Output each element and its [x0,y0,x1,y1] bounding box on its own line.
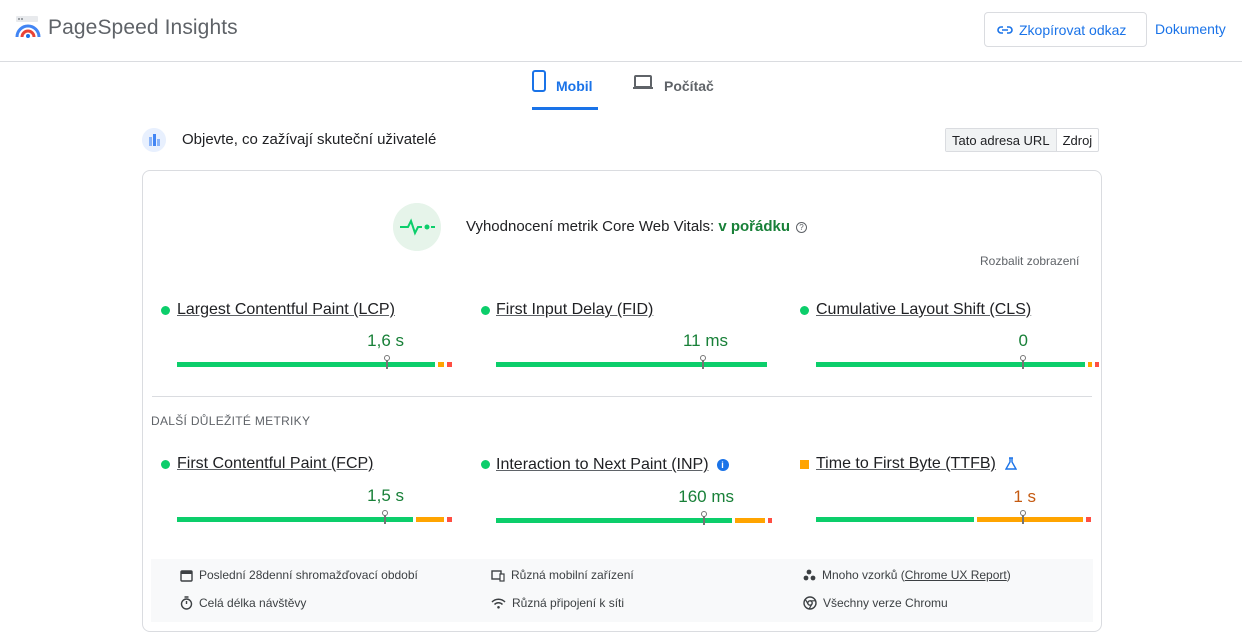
samples-suffix: ) [1006,568,1011,582]
cwv-assessment: Vyhodnocení metrik Core Web Vitals: v po… [466,218,808,235]
samples-text: Mnoho vzorků (Chrome UX Report) [822,568,1011,582]
poor-segment [768,518,773,523]
status-dot [481,460,490,469]
devices-text: Různá mobilní zařízení [511,568,634,582]
good-segment [496,518,733,523]
copy-link-label: Zkopírovat odkaz [1019,21,1127,38]
p75-marker [1020,510,1027,524]
average-segment [438,362,444,367]
average-segment [735,518,766,523]
metric-ttfb-label[interactable]: Time to First Byte (TTFB) [816,455,996,472]
devices-item: Různá mobilní zařízení [491,568,634,582]
fid-distribution-bar [496,355,770,369]
chrome-icon [803,596,817,610]
period-item: Poslední 28denní shromažďovací období [180,568,418,582]
lcp-distribution-bar [177,355,455,369]
samples-icon [803,569,816,580]
tab-mobile[interactable]: Mobil [532,70,598,110]
metric-fid-label[interactable]: First Input Delay (FID) [496,301,654,318]
brand-name[interactable]: PageSpeed Insights [48,16,238,39]
metric-fcp-label[interactable]: First Contentful Paint (FCP) [177,455,374,472]
help-icon[interactable]: ? [796,222,808,233]
link-icon [997,25,1013,34]
cwv-label: Vyhodnocení metrik Core Web Vitals: [466,218,719,235]
status-dot [161,306,170,315]
ttfb-distribution-bar [816,510,1094,524]
p75-marker [383,355,390,369]
chrome-versions-text: Všechny verze Chromu [823,596,948,610]
devices-icon [491,569,505,582]
expand-view-link[interactable]: Rozbalit zobrazení [980,254,1080,268]
laptop-icon [633,75,653,89]
poor-segment [1085,517,1091,522]
url-origin-toggle: Tato adresa URL Zdroj [945,128,1100,152]
poor-segment [1095,362,1100,367]
good-segment [816,362,1086,367]
good-segment [496,362,767,367]
copy-link-button[interactable]: Zkopírovat odkaz [984,12,1147,47]
users-icon [142,128,166,152]
p75-marker [700,511,707,525]
phone-icon [532,70,546,92]
lab-flask-icon [1005,457,1017,470]
network-icon [491,598,506,609]
connections-item: Různá připojení k síti [491,596,624,610]
field-data-title: Objevte, co zažívají skuteční uživatelé [182,131,437,148]
crux-link[interactable]: Chrome UX Report [904,568,1007,582]
period-text: Poslední 28denní shromažďovací období [199,568,418,582]
metric-lcp-label[interactable]: Largest Contentful Paint (LCP) [177,301,395,318]
tab-mobile-label: Mobil [556,78,593,94]
fcp-distribution-bar [177,510,455,524]
other-metrics-title: DALŠÍ DŮLEŽITÉ METRIKY [151,414,311,428]
good-segment [177,517,414,522]
metric-inp-label[interactable]: Interaction to Next Paint (INP) i [496,456,729,474]
average-segment [416,517,444,522]
calendar-icon [180,569,193,582]
pagespeed-logo-icon[interactable] [14,15,42,41]
metric-cls-label[interactable]: Cumulative Layout Shift (CLS) [816,301,1032,318]
samples-prefix: Mnoho vzorků ( [822,568,905,582]
p75-marker [699,355,706,369]
toggle-this-url[interactable]: Tato adresa URL [946,129,1057,151]
metric-inp-name: Interaction to Next Paint (INP) [496,456,709,473]
status-dot [161,460,170,469]
connections-text: Různá připojení k síti [512,596,625,610]
vitals-pulse-icon [393,203,441,251]
cwv-status: v pořádku [718,218,791,235]
top-header: PageSpeed Insights Zkopírovat odkaz Doku… [0,0,1242,62]
p75-marker [381,510,388,524]
poor-segment [446,362,452,367]
p75-marker [1020,355,1027,369]
poor-segment [446,517,452,522]
section-divider [152,396,1092,397]
good-segment [816,517,975,522]
status-dot [800,306,809,315]
samples-item: Mnoho vzorků (Chrome UX Report) [803,568,1011,582]
collection-info-box [151,559,1093,622]
duration-text: Celá délka návštěvy [199,596,307,610]
tab-desktop-label: Počítač [664,78,714,94]
docs-link[interactable]: Dokumenty [1155,21,1226,37]
tab-desktop[interactable]: Počítač [632,70,714,110]
info-icon[interactable]: i [716,459,729,471]
metric-cls-value: 0 [1018,331,1028,350]
inp-distribution-bar [496,511,774,525]
duration-item: Celá délka návštěvy [180,596,306,610]
cls-distribution-bar [816,355,1100,369]
status-square [800,460,809,469]
average-segment [977,517,1083,522]
metric-lcp-value: 1,6 s [367,331,404,350]
average-segment [1088,362,1093,367]
metric-fcp-value: 1,5 s [367,486,404,505]
metric-fid-value: 11 ms [682,331,728,350]
chrome-versions-item: Všechny verze Chromu [803,596,948,610]
metric-inp-value: 160 ms [678,487,734,506]
field-data-card [142,170,1102,632]
status-dot [481,306,490,315]
metric-ttfb-value: 1 s [1013,487,1036,506]
toggle-origin[interactable]: Zdroj [1062,133,1093,148]
good-segment [177,362,436,367]
timer-icon [180,596,193,610]
